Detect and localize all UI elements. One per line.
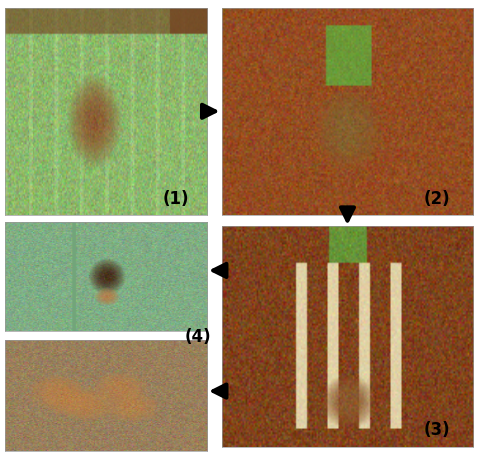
Text: (3): (3): [424, 420, 451, 438]
Text: (2): (2): [424, 189, 451, 207]
Text: (4): (4): [184, 327, 211, 345]
Text: (1): (1): [163, 189, 189, 207]
